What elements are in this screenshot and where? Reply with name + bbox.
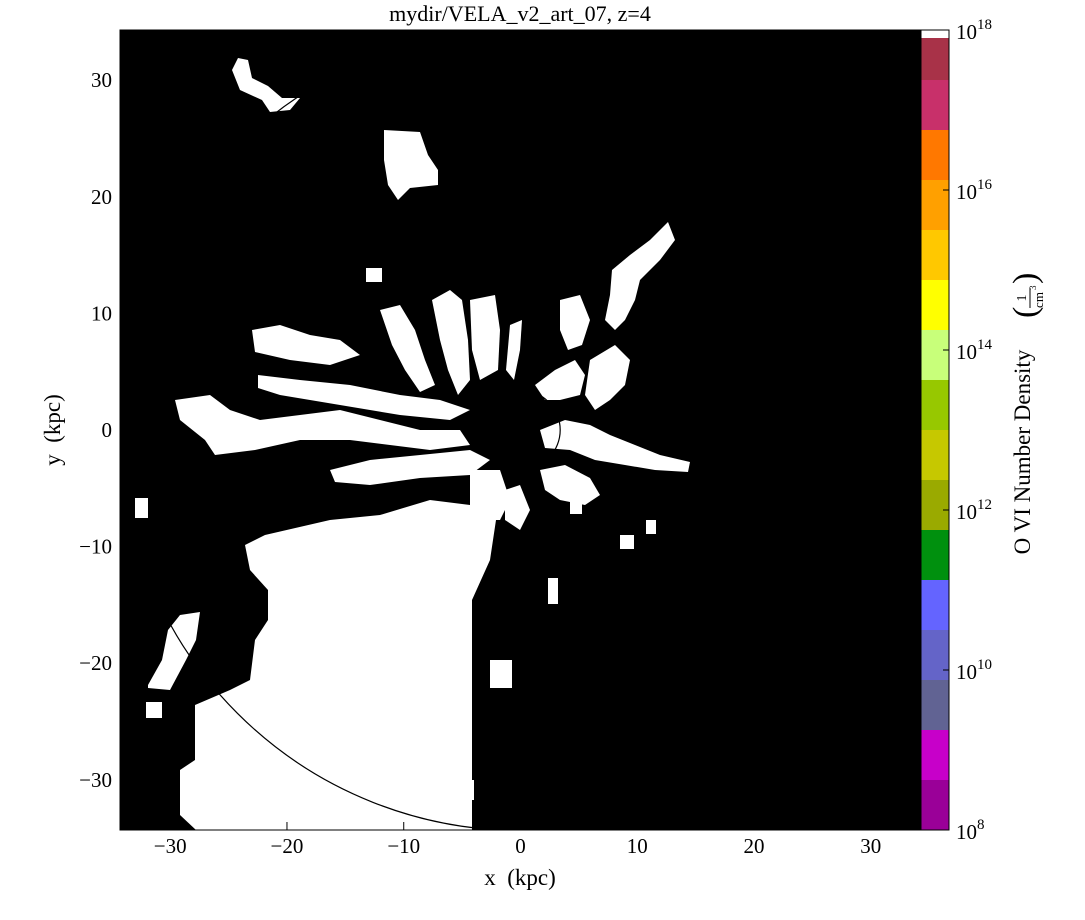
colorbar-segment [921, 30, 949, 38]
low-density-region [258, 375, 470, 420]
colorbar-frame [920, 29, 950, 831]
x-axis-label: x (kpc) [484, 865, 556, 890]
colorbar-tick-label: 1014 [956, 337, 993, 364]
inner-radius-circle [480, 389, 561, 471]
colorbar-segment [921, 38, 949, 80]
low-density-region [620, 535, 634, 549]
low-density-region [232, 58, 300, 112]
colorbar-tick-label: 108 [956, 817, 985, 844]
colorbar-unit-exponent: 3 [1028, 285, 1038, 290]
low-density-region [366, 268, 382, 282]
colorbar-segment [921, 180, 949, 230]
low-density-region [146, 702, 162, 718]
low-density-region [135, 498, 148, 518]
low-density-region [540, 465, 600, 505]
colorbar-segment [921, 80, 949, 130]
low-density-region [548, 578, 558, 604]
low-density-region [540, 420, 690, 472]
low-density-region [252, 325, 360, 365]
colorbar-segment [921, 780, 949, 830]
x-tick-label: −30 [154, 834, 187, 858]
y-tick-label: −30 [79, 768, 112, 792]
colorbar-segment [921, 380, 949, 430]
colorbar-label: O VI Number Density ( 1 cm 3 ) [1007, 273, 1046, 555]
colorbar-segment [921, 480, 949, 530]
plot-area [119, 29, 922, 831]
colorbar-segment [921, 530, 949, 580]
low-density-region [570, 500, 582, 514]
colorbar-tick-label: 1018 [956, 17, 992, 44]
y-axis: −30 −20 −10 0 10 20 30 [79, 68, 921, 792]
y-tick-label: 10 [91, 301, 112, 325]
colorbar-unit-numerator: 1 [1015, 295, 1030, 302]
colorbar-tick-label: 1010 [956, 657, 992, 684]
x-tick-label: −10 [387, 834, 420, 858]
low-density-region [330, 450, 490, 485]
y-axis-label: y (kpc) [40, 394, 65, 466]
low-density-region [470, 295, 500, 380]
colorbar-segment [921, 230, 949, 280]
colorbar [920, 29, 950, 831]
colorbar-unit-open-paren: ( [1007, 307, 1044, 318]
colorbar-segment [921, 430, 949, 480]
low-density-region [505, 485, 530, 530]
low-density-region [560, 295, 590, 350]
low-density-region [605, 222, 675, 330]
colorbar-unit-denominator: cm [1031, 292, 1046, 308]
annotation-layer [120, 30, 921, 830]
low-density-region [380, 305, 435, 392]
y-tick-label: 20 [91, 185, 112, 209]
colorbar-tick-label: 1012 [956, 497, 992, 524]
low-density-region [180, 500, 496, 830]
low-density-region [148, 612, 200, 690]
low-density-region [490, 660, 512, 688]
colorbar-ticks: 1010 1012 1014 1016 1018 108 [943, 17, 993, 844]
low-density-region [432, 290, 470, 395]
low-density-region [535, 360, 585, 400]
low-density-region [175, 395, 470, 455]
x-axis: −30 −20 −10 0 10 20 30 [154, 30, 881, 858]
colorbar-segment [921, 330, 949, 380]
low-density-region [646, 520, 656, 534]
low-density-region [585, 345, 630, 410]
x-tick-label: 20 [744, 834, 765, 858]
y-tick-label: −10 [79, 535, 112, 559]
colorbar-segment [921, 730, 949, 780]
x-tick-label: 10 [627, 834, 648, 858]
colorbar-segment [921, 680, 949, 730]
chart-title: mydir/VELA_v2_art_07, z=4 [389, 1, 651, 26]
low-density-region [506, 320, 522, 380]
low-density-region [464, 780, 474, 800]
colorbar-segment [921, 130, 949, 180]
colorbar-tick-label: 1016 [956, 177, 993, 204]
x-tick-label: −20 [271, 834, 304, 858]
colorbar-segment [921, 280, 949, 330]
low-density-region [384, 130, 438, 200]
y-tick-label: −20 [79, 651, 112, 675]
colorbar-title: O VI Number Density [1010, 349, 1035, 554]
colorbar-segment [921, 580, 949, 630]
colorbar-segment [921, 630, 949, 680]
y-tick-label: 30 [91, 68, 112, 92]
x-tick-label: 30 [860, 834, 881, 858]
density-map [135, 58, 690, 830]
low-density-region [470, 470, 510, 520]
y-tick-label: 0 [102, 418, 113, 442]
colorbar-unit-close-paren: ) [1007, 273, 1044, 284]
x-tick-label: 0 [515, 834, 526, 858]
